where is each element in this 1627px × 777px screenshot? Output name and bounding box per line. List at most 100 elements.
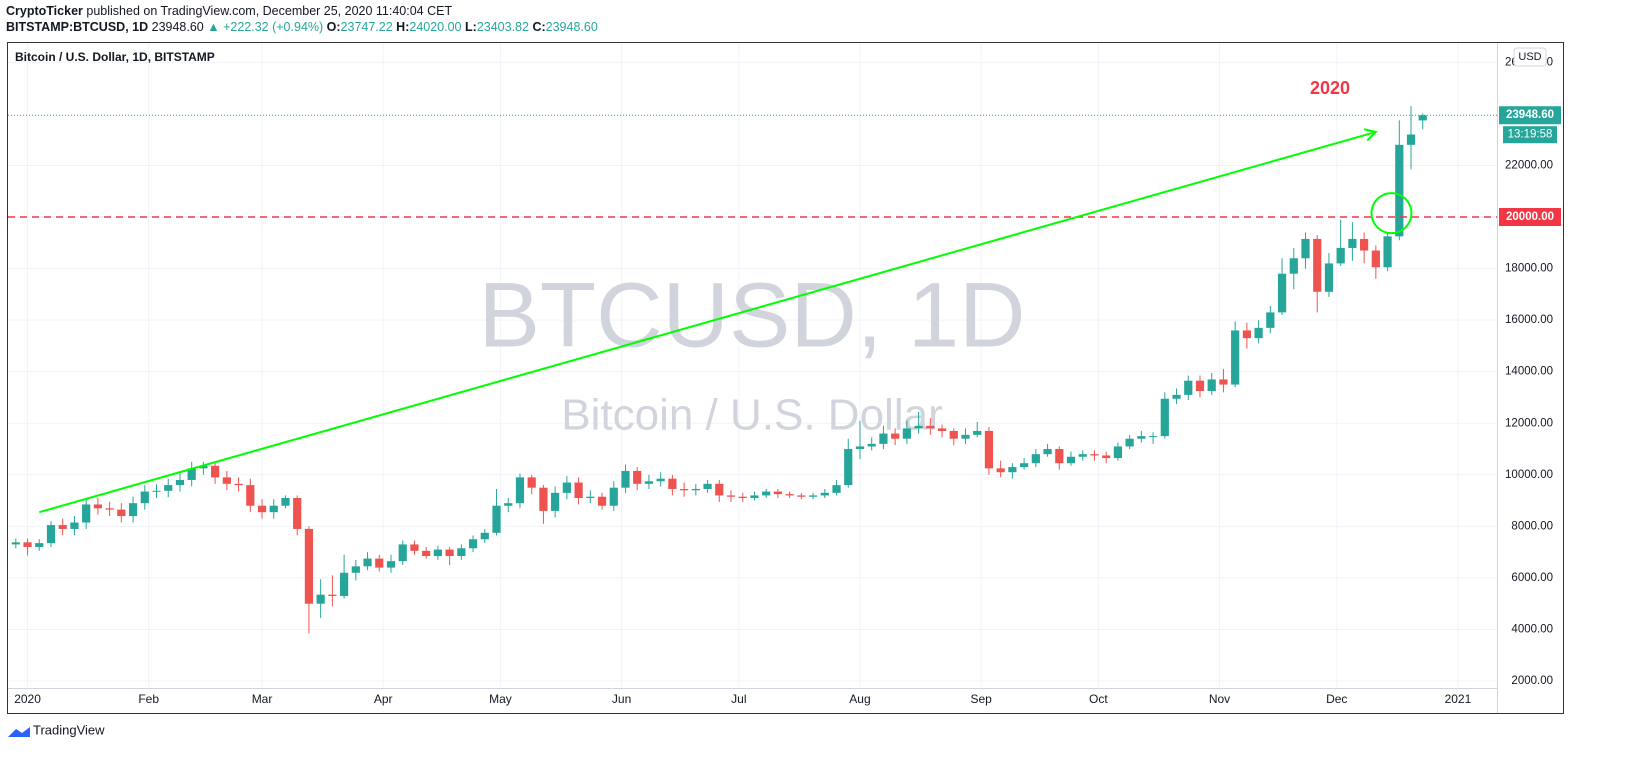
candle-body bbox=[375, 558, 384, 568]
candle-body bbox=[996, 468, 1005, 473]
candle-body bbox=[1418, 115, 1427, 121]
candle-body bbox=[551, 492, 560, 511]
candle-body bbox=[867, 443, 876, 447]
logo-icon bbox=[8, 727, 30, 737]
candle-body bbox=[680, 488, 689, 491]
candle-body bbox=[398, 544, 407, 562]
x-tick-label: Sep bbox=[970, 692, 992, 706]
candle-body bbox=[222, 477, 231, 484]
candle-body bbox=[597, 496, 607, 506]
candle-body bbox=[562, 482, 571, 493]
candle-body bbox=[973, 430, 982, 435]
candle-body bbox=[410, 544, 419, 551]
candle-body bbox=[1043, 449, 1052, 455]
candle-body bbox=[187, 468, 196, 480]
candle-body bbox=[304, 528, 314, 604]
candle-body bbox=[140, 491, 149, 504]
candle-body bbox=[82, 504, 91, 523]
last-price-box bbox=[1499, 106, 1561, 125]
candle-body bbox=[644, 481, 654, 484]
candle-body bbox=[1172, 394, 1181, 399]
candle-body bbox=[750, 495, 759, 499]
candle-body bbox=[117, 509, 126, 517]
candle-body bbox=[656, 478, 665, 482]
y-tick-label: 16000.00 bbox=[1505, 314, 1553, 326]
x-tick-label: Feb bbox=[138, 692, 159, 706]
candle-body bbox=[468, 539, 478, 549]
candle-body bbox=[879, 433, 888, 444]
footer-brand: TradingView bbox=[33, 722, 105, 737]
candle-body bbox=[433, 549, 442, 557]
candle-body bbox=[11, 542, 20, 545]
candle-body bbox=[1031, 454, 1040, 464]
candle-body bbox=[668, 478, 677, 489]
candle-body bbox=[797, 495, 806, 497]
candle-body bbox=[1348, 238, 1357, 248]
candle-body bbox=[1055, 449, 1064, 464]
y-tick-label: 22000.00 bbox=[1505, 159, 1553, 171]
candle-body bbox=[1020, 463, 1029, 468]
candle-body bbox=[293, 498, 302, 529]
candle-body bbox=[1184, 380, 1193, 395]
candle-body bbox=[820, 492, 829, 496]
candle-body bbox=[246, 485, 255, 506]
symbol: BITSTAMP:BTCUSD, 1D bbox=[6, 20, 149, 34]
candle-body bbox=[844, 449, 853, 486]
currency[interactable]: USD bbox=[1518, 51, 1541, 63]
candle-body bbox=[949, 430, 958, 439]
candle-body bbox=[1383, 236, 1392, 268]
o-label: O: bbox=[326, 20, 341, 34]
candle-body bbox=[1254, 327, 1263, 339]
candle-body bbox=[762, 491, 771, 496]
candle-body bbox=[926, 425, 935, 429]
candle-body bbox=[23, 542, 32, 547]
candle-body bbox=[1008, 467, 1017, 473]
candle-body bbox=[58, 525, 67, 529]
candle-body bbox=[1078, 454, 1087, 457]
x-tick-label: Oct bbox=[1089, 692, 1108, 706]
candle-body bbox=[269, 505, 278, 513]
candle-body bbox=[1219, 379, 1228, 385]
currency-button[interactable] bbox=[1513, 47, 1547, 67]
candle-body bbox=[1137, 436, 1146, 439]
candle-body bbox=[539, 487, 548, 511]
y-tick-label: 14000.00 bbox=[1505, 366, 1553, 378]
x-tick-label: Mar bbox=[252, 692, 273, 706]
candle-body bbox=[152, 490, 161, 492]
annotation: 2020 bbox=[1310, 78, 1350, 98]
y-tick-label: 18000.00 bbox=[1505, 263, 1553, 275]
candle-body bbox=[738, 496, 747, 499]
candle-body bbox=[832, 485, 841, 493]
candle-body bbox=[726, 495, 736, 497]
x-tick-label: Apr bbox=[374, 692, 393, 706]
countdown: 13:19:58 bbox=[1508, 129, 1553, 141]
trendline bbox=[38, 130, 1377, 514]
candle-body bbox=[1195, 380, 1205, 392]
trendline-arrow bbox=[1363, 128, 1378, 142]
candle-body bbox=[574, 482, 583, 499]
candle-body bbox=[234, 483, 243, 486]
candle-body bbox=[175, 479, 185, 486]
candle-body bbox=[1360, 238, 1369, 251]
candle-body bbox=[773, 491, 783, 495]
candle-body bbox=[199, 465, 208, 469]
level-label: 20000.00 bbox=[1506, 211, 1554, 223]
last-price-label: 23948.60 bbox=[1506, 109, 1554, 121]
candle-body bbox=[609, 487, 618, 506]
candle-body bbox=[808, 495, 818, 497]
candle-body bbox=[480, 532, 489, 540]
x-tick-label: Jul bbox=[731, 692, 746, 706]
candle-body bbox=[703, 483, 712, 489]
candle-body bbox=[937, 428, 947, 431]
y-tick-label: 4000.00 bbox=[1511, 624, 1553, 636]
h-value: 24020.00 bbox=[409, 20, 462, 34]
candle-body bbox=[164, 485, 173, 491]
candle-body bbox=[445, 549, 454, 557]
candle-body bbox=[70, 522, 79, 529]
last: 23948.60 bbox=[151, 20, 204, 34]
countdown-box bbox=[1503, 126, 1557, 144]
candle-body bbox=[1125, 438, 1134, 447]
candle-body bbox=[128, 503, 138, 517]
candle-body bbox=[1301, 238, 1310, 259]
